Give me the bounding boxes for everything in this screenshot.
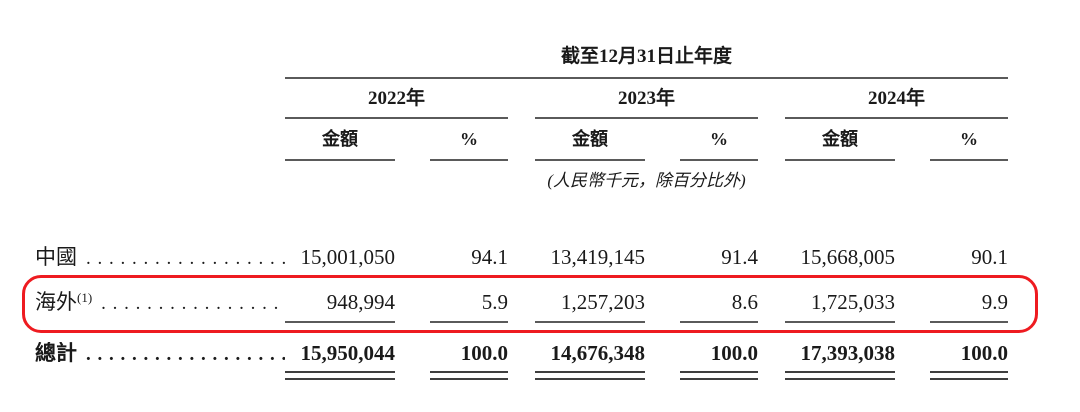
sum-underline (535, 321, 645, 323)
column-underline (930, 159, 1008, 161)
row-label: 海外 (35, 291, 77, 314)
row-label-note-ref: (1) (77, 291, 93, 305)
amount-2022-overseas: 948,994 (326, 290, 395, 314)
total-double-underline (785, 371, 895, 380)
percent-header-2022: % (460, 129, 478, 149)
dot-leader: . . . . . . . . . . . . . . . . . . . . … (86, 344, 285, 365)
row-label-cell: 總計 . . . . . . . . . . . . . . . . . . . … (0, 342, 285, 367)
dot-leader: . . . . . . . . . . . . . . . . . . . . … (86, 248, 285, 269)
amount-2023-total: 14,676,348 (550, 341, 646, 365)
sum-underline (930, 321, 1008, 323)
percent-2022-china: 94.1 (471, 245, 508, 269)
header-top-rule (285, 77, 1008, 79)
percent-header-2024: % (960, 129, 978, 149)
amount-2023-overseas: 1,257,203 (561, 290, 645, 314)
amount-2024-overseas: 1,725,033 (811, 290, 895, 314)
row-label-cell: 中國 . . . . . . . . . . . . . . . . . . . … (0, 246, 285, 271)
amount-2024-china: 15,668,005 (800, 245, 896, 269)
table-row-total: 總計 . . . . . . . . . . . . . . . . . . . … (0, 342, 1008, 367)
column-underline-row (0, 159, 1008, 161)
amount-header-2022: 金額 (322, 129, 358, 149)
percent-2023-china: 91.4 (721, 245, 758, 269)
row-label: 中國 (35, 246, 77, 269)
percent-2022-total: 100.0 (460, 341, 508, 365)
year-header-2023: 2023年 (617, 88, 675, 109)
percent-2022-overseas: 5.9 (481, 290, 508, 314)
amount-2024-total: 17,393,038 (800, 341, 896, 365)
total-double-underline-row (0, 371, 1008, 380)
total-double-underline (680, 371, 758, 380)
dot-leader: . . . . . . . . . . . . . . . . . . . . … (101, 293, 285, 314)
percent-2024-total: 100.0 (960, 341, 1008, 365)
year-underline-row (0, 117, 1008, 119)
table-row-overseas: 海外(1) . . . . . . . . . . . . . . . . . .… (0, 291, 1008, 316)
percent-2024-china: 90.1 (971, 245, 1008, 269)
sum-underline (785, 321, 895, 323)
period-header: 截至12月31日止年度 (560, 46, 732, 67)
sum-underline (430, 321, 508, 323)
total-double-underline (430, 371, 508, 380)
percent-header-2023: % (710, 129, 728, 149)
sum-underline (285, 321, 395, 323)
column-underline (680, 159, 758, 161)
percent-2024-overseas: 9.9 (981, 290, 1008, 314)
percent-2023-total: 100.0 (710, 341, 758, 365)
table-row-china: 中國 . . . . . . . . . . . . . . . . . . . … (0, 246, 1008, 271)
amount-2022-china: 15,001,050 (300, 245, 396, 269)
total-double-underline (930, 371, 1008, 380)
column-underline (285, 159, 395, 161)
amount-header-2023: 金額 (572, 129, 608, 149)
year-header-2024: 2024年 (867, 88, 925, 109)
amount-2023-china: 13,419,145 (550, 245, 646, 269)
row-label: 總計 (35, 342, 77, 365)
total-double-underline (535, 371, 645, 380)
year-underline (535, 117, 758, 119)
amount-header-2024: 金額 (822, 129, 858, 149)
percent-2023-overseas: 8.6 (731, 290, 758, 314)
column-underline (785, 159, 895, 161)
year-underline (785, 117, 1008, 119)
column-underline (535, 159, 645, 161)
total-double-underline (285, 371, 395, 380)
column-underline (430, 159, 508, 161)
sum-underline (680, 321, 758, 323)
column-header-row: 金額 % 金額 % 金額 % (0, 129, 1008, 150)
sum-underline-row (0, 321, 1008, 323)
unit-note: (人民幣千元，除百分比外) (547, 171, 746, 190)
year-underline (285, 117, 508, 119)
amount-2022-total: 15,950,044 (300, 341, 396, 365)
year-header-row: 2022年 2023年 2024年 (0, 88, 1008, 109)
year-header-2022: 2022年 (367, 88, 425, 109)
row-label-cell: 海外(1) . . . . . . . . . . . . . . . . . .… (0, 291, 285, 316)
